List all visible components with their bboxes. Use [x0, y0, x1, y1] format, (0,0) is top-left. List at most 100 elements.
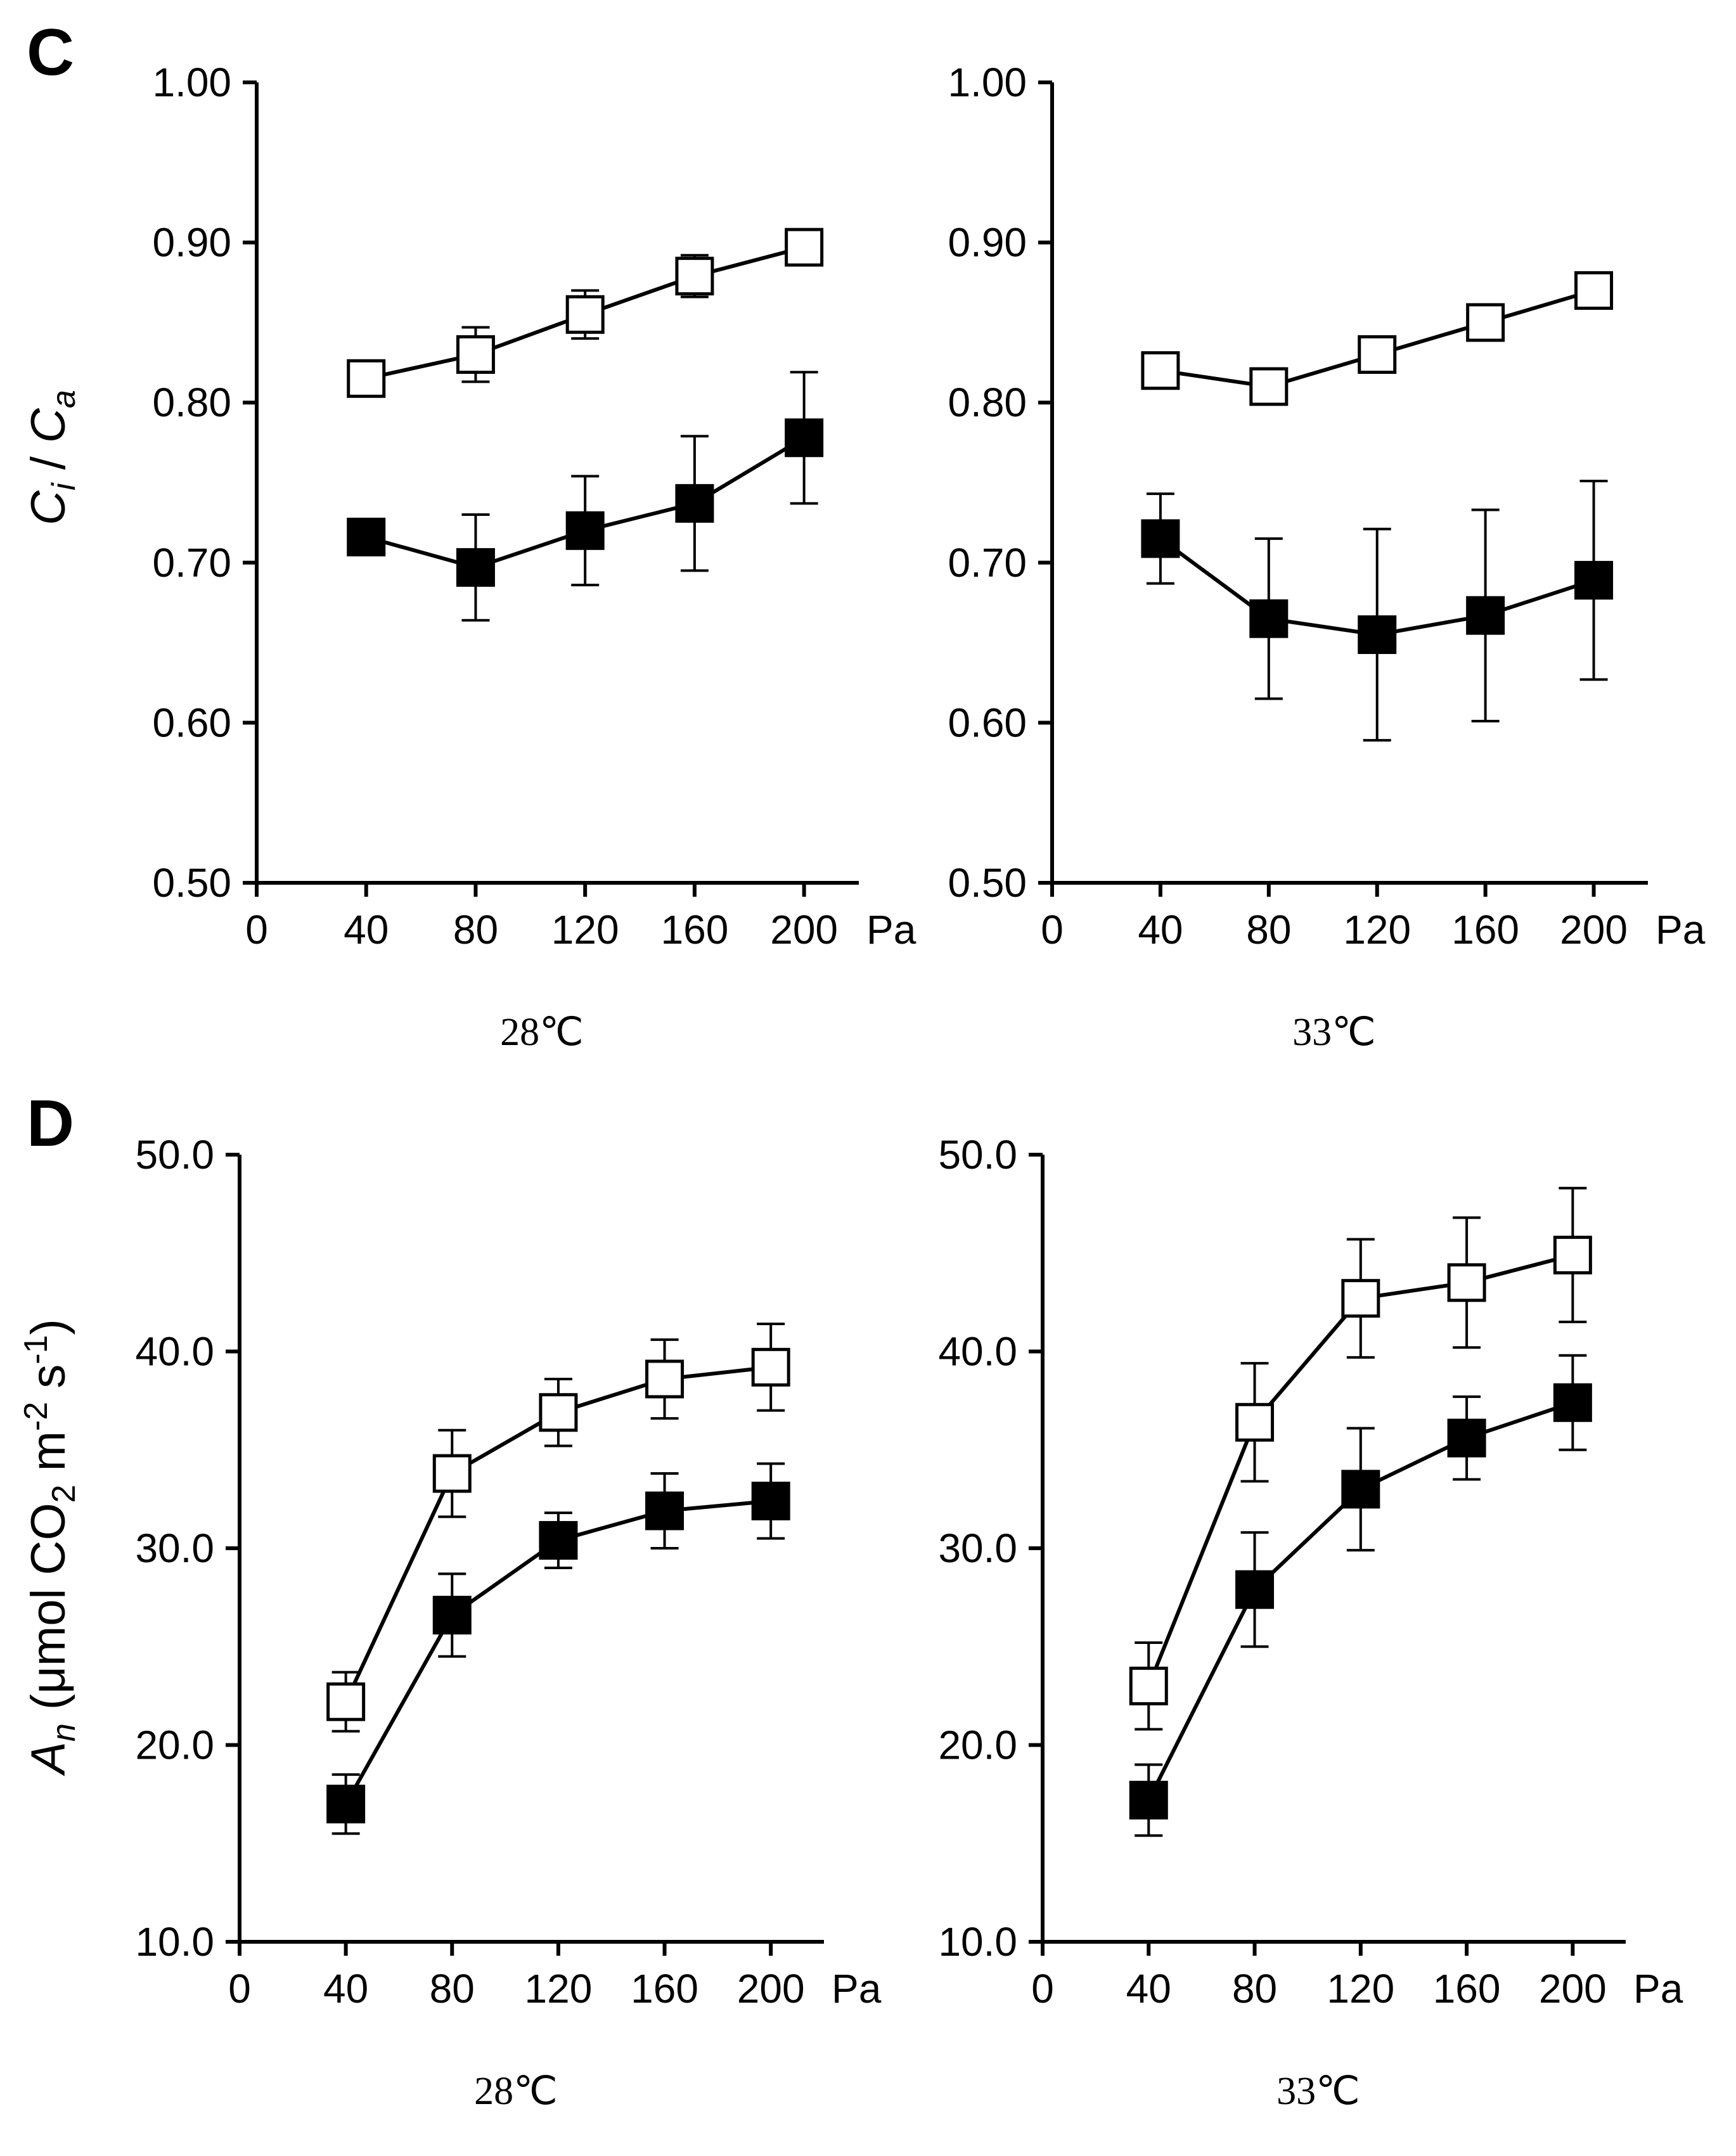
x-tick-label: 0: [1041, 907, 1064, 953]
x-unit-label: Pa: [832, 1966, 882, 2012]
y-axis-title-c-sub-i: i: [46, 482, 82, 491]
x-tick-label: 120: [551, 907, 619, 953]
data-point-filled-square: [785, 418, 824, 458]
data-point-filled-square: [675, 484, 714, 523]
x-tick-label: 0: [245, 907, 268, 953]
data-point-filled-square: [1235, 1570, 1275, 1609]
y-axis-title-d: An (μmol CO2 m-2 s-1): [18, 1319, 82, 1776]
temperature-label: 28℃: [474, 2070, 558, 2113]
x-tick-label: 40: [1138, 907, 1183, 953]
x-tick-label: 40: [1126, 1966, 1171, 2012]
series-filled-square: [1129, 1354, 1592, 1837]
panel-letter-d: D: [27, 1087, 74, 1160]
y-axis-title-d-close: ): [22, 1319, 75, 1335]
data-point-filled-square: [347, 517, 386, 556]
data-point-filled-square: [1141, 519, 1180, 558]
y-tick-label: 0.80: [948, 380, 1027, 425]
data-point-open-square: [432, 1454, 472, 1493]
data-point-filled-square: [1466, 596, 1505, 635]
x-tick-label: 160: [631, 1966, 698, 2012]
x-tick-label: 160: [1451, 907, 1519, 953]
y-axis-title-c-ci: C: [22, 490, 75, 525]
series-open-square: [1141, 271, 1614, 406]
x-tick-label: 40: [323, 1966, 368, 2012]
y-tick-label: 50.0: [135, 1132, 214, 1177]
x-tick-label: 200: [770, 907, 838, 953]
data-point-open-square: [1447, 1263, 1486, 1302]
y-tick-label: 0.60: [152, 700, 231, 745]
x-tick-label: 120: [1343, 907, 1411, 953]
y-tick-label: 0.90: [948, 220, 1027, 266]
data-point-open-square: [1341, 1279, 1380, 1318]
data-point-filled-square: [1553, 1383, 1592, 1422]
y-tick-label: 40.0: [135, 1329, 214, 1375]
y-tick-label: 0.90: [152, 220, 231, 266]
y-tick-label: 0.50: [948, 860, 1027, 906]
y-tick-label: 0.50: [152, 860, 231, 906]
plots: 0.50 0.60 0.70 0.80 0.90 1.00 0 40 80 120 160 200 Pa…: [135, 60, 1705, 2113]
y-tick-label: 30.0: [135, 1525, 214, 1571]
series-filled-square: [347, 371, 824, 622]
data-point-open-square: [1466, 303, 1505, 342]
panel-letter-c: C: [27, 16, 74, 89]
plot-c-28c: 0.50 0.60 0.70 0.80 0.90 1.00 0 40 80 120 160 200 Pa…: [152, 60, 916, 1054]
y-tick-label: 0.80: [152, 380, 231, 425]
series-open-square: [326, 1323, 790, 1733]
x-tick-label: 80: [1232, 1966, 1277, 2012]
plot-d-33c: 10.0 20.0 30.0 40.0 50.0 0 40 80 120 160 200 Pa 33℃: [938, 1132, 1683, 2113]
data-point-filled-square: [1249, 599, 1289, 638]
x-tick-label: 40: [344, 907, 389, 953]
plot-c-33c: 0.50 0.60 0.70 0.80 0.90 1.00 0 40 80 120 160 200 Pa…: [948, 60, 1705, 1054]
data-point-open-square: [751, 1347, 790, 1387]
y-tick-label: 50.0: [938, 1132, 1017, 1177]
data-point-open-square: [1129, 1666, 1168, 1705]
x-tick-label: 120: [1327, 1966, 1394, 2012]
data-point-open-square: [785, 228, 824, 267]
data-point-open-square: [565, 295, 605, 334]
temperature-label: 28℃: [500, 1011, 584, 1054]
data-point-open-square: [1553, 1235, 1592, 1274]
data-point-open-square: [675, 257, 714, 296]
y-tick-label: 10.0: [938, 1919, 1017, 1965]
y-tick-label: 0.70: [152, 540, 231, 586]
x-tick-label: 80: [453, 907, 498, 953]
y-axis-title-d-2: 2: [46, 1485, 82, 1503]
y-axis-title-c-slash: /: [22, 443, 75, 483]
data-point-filled-square: [1341, 1470, 1380, 1509]
data-point-filled-square: [1574, 561, 1614, 600]
data-point-filled-square: [539, 1521, 578, 1560]
y-axis-title-d-a: A: [22, 1742, 75, 1776]
y-axis-title-d-minus2: -2: [18, 1402, 55, 1431]
series-filled-square: [326, 1462, 790, 1835]
data-point-filled-square: [326, 1785, 366, 1824]
x-tick-label: 120: [525, 1966, 593, 2012]
data-point-open-square: [645, 1359, 685, 1399]
x-unit-label: Pa: [1656, 907, 1706, 953]
y-tick-label: 10.0: [135, 1919, 214, 1965]
y-tick-label: 20.0: [135, 1723, 214, 1768]
x-tick-label: 80: [1246, 907, 1291, 953]
data-point-filled-square: [565, 511, 605, 550]
data-point-open-square: [1249, 367, 1289, 406]
y-axis-title-d-n: n: [46, 1723, 82, 1742]
data-point-filled-square: [1129, 1780, 1168, 1819]
x-tick-label: 80: [430, 1966, 475, 2012]
data-point-filled-square: [1447, 1418, 1486, 1458]
series-open-square: [347, 228, 824, 398]
y-axis-title-c-ca: C: [22, 407, 75, 443]
y-tick-label: 1.00: [948, 60, 1027, 105]
x-tick-label: 200: [737, 1966, 805, 2012]
x-tick-label: 160: [661, 907, 729, 953]
x-tick-label: 160: [1433, 1966, 1501, 2012]
y-axis-title-d-m: m: [22, 1431, 75, 1484]
y-tick-label: 0.70: [948, 540, 1027, 586]
temperature-label: 33℃: [1276, 2070, 1360, 2113]
y-tick-label: 20.0: [938, 1723, 1017, 1768]
y-axis-title-c: Ci / Ca: [22, 390, 82, 525]
data-point-open-square: [1141, 351, 1180, 390]
y-tick-label: 30.0: [938, 1525, 1017, 1571]
temperature-label: 33℃: [1292, 1011, 1376, 1054]
data-point-open-square: [1358, 335, 1397, 374]
data-point-open-square: [1574, 271, 1614, 310]
